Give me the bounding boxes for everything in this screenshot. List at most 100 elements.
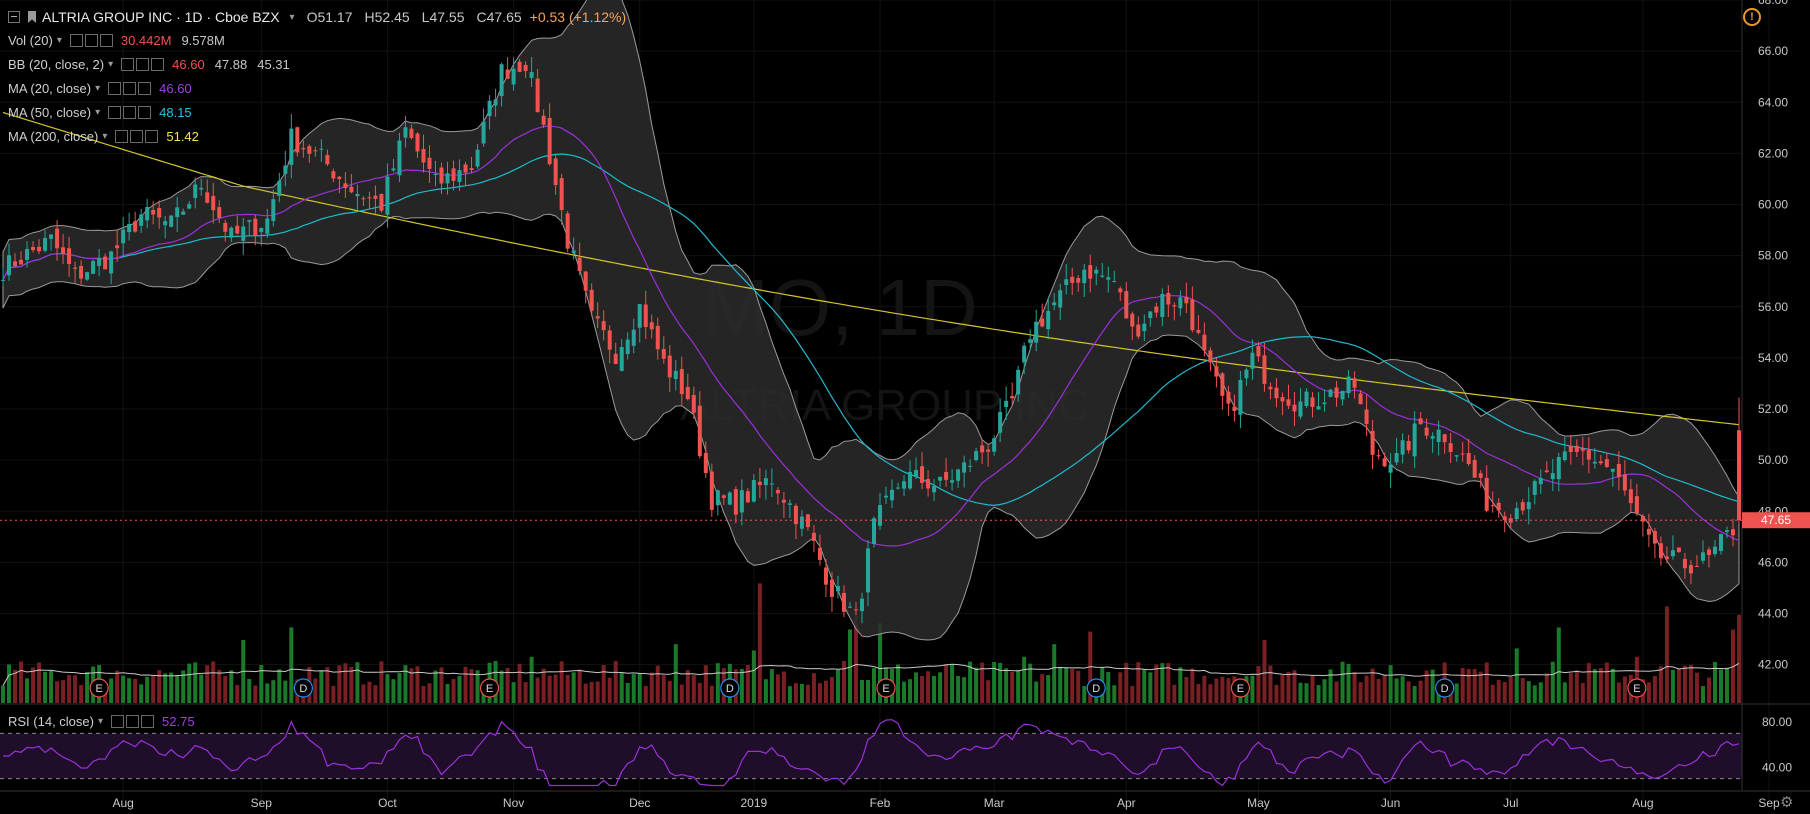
candle-body	[421, 149, 426, 163]
price-axis[interactable]: 42.0044.0046.0048.0050.0052.0054.0056.00…	[1741, 0, 1788, 790]
close-icon[interactable]	[138, 105, 152, 119]
candle-body	[703, 452, 708, 474]
chevron-down-icon[interactable]: ▾	[97, 715, 104, 727]
chevron-down-icon[interactable]: ▾	[102, 130, 108, 142]
candle-body	[451, 168, 456, 181]
close-icon[interactable]	[138, 81, 152, 95]
volume-bar	[85, 671, 90, 703]
candle-body	[1448, 443, 1453, 452]
volume-bar	[1358, 682, 1363, 703]
eye-icon[interactable]	[108, 81, 122, 95]
chevron-down-icon[interactable]: ▾	[95, 106, 101, 118]
gear-icon[interactable]	[123, 81, 137, 95]
candle-body	[835, 585, 840, 592]
time-tick-label: Sep	[1758, 796, 1780, 810]
indicator-value: 45.31	[257, 56, 290, 72]
indicator-ma200[interactable]: MA (200, close) ▾ 51.42	[8, 126, 209, 146]
indicator-buttons[interactable]	[108, 105, 152, 119]
gear-icon[interactable]	[126, 714, 140, 728]
flag-icon[interactable]	[28, 11, 36, 23]
close-icon[interactable]	[141, 714, 155, 728]
candle-body	[1520, 502, 1525, 511]
volume-bar	[1256, 666, 1261, 703]
candle-body	[187, 204, 192, 209]
candle-body	[163, 221, 168, 226]
eye-icon[interactable]	[121, 57, 135, 71]
candle-body	[859, 598, 864, 612]
eye-icon[interactable]	[69, 33, 83, 47]
close-icon[interactable]	[145, 129, 159, 143]
indicator-ma20[interactable]: MA (20, close) ▾ 46.60	[8, 78, 202, 98]
eye-icon[interactable]	[115, 129, 129, 143]
indicator-value: 51.42	[166, 128, 199, 144]
candle-body	[823, 567, 828, 585]
volume-bar	[421, 685, 426, 703]
indicator-buttons[interactable]	[115, 129, 159, 143]
candle-body	[1460, 453, 1465, 455]
volume-bar	[1190, 668, 1195, 703]
volume-bar	[1622, 676, 1627, 703]
candle-body	[211, 195, 216, 211]
indicator-vol[interactable]: Vol (20) ▾ 30.442M 9.578M	[8, 30, 235, 50]
volume-bar	[1262, 640, 1267, 703]
indicator-ma50[interactable]: MA (50, close) ▾ 48.15	[8, 102, 202, 122]
indicator-buttons[interactable]	[108, 81, 152, 95]
volume-bar	[601, 665, 606, 703]
symbol-title[interactable]: ALTRIA GROUP INC · 1D · Cboe BZX	[42, 9, 280, 25]
chevron-down-icon[interactable]: ▾	[56, 34, 62, 46]
candle-body	[1028, 339, 1033, 343]
warning-icon[interactable]: !	[1743, 8, 1761, 26]
candle-body	[902, 481, 907, 489]
eye-icon[interactable]	[108, 105, 122, 119]
price-tick-label: 60.00	[1758, 198, 1788, 212]
volume-bar	[1526, 681, 1531, 703]
candle-body	[199, 187, 204, 190]
indicator-buttons[interactable]	[69, 33, 113, 47]
volume-bar	[331, 685, 336, 703]
candle-body	[259, 228, 264, 233]
volume-bar	[1652, 675, 1657, 703]
volume-bar	[1508, 676, 1513, 703]
close-icon[interactable]	[151, 57, 165, 71]
settings-gear-icon[interactable]: ⚙	[1780, 794, 1794, 811]
gear-icon[interactable]	[123, 105, 137, 119]
volume-bar	[547, 675, 552, 703]
candle-body	[853, 609, 858, 611]
candle-body	[691, 394, 696, 413]
volume-bar	[1604, 662, 1609, 703]
chevron-down-icon[interactable]: ▾	[108, 58, 114, 70]
volume-bar	[1106, 672, 1111, 703]
collapse-icon[interactable]	[8, 11, 20, 23]
volume-bar	[1274, 684, 1279, 703]
time-axis[interactable]: Aug Sep Oct Nov Dec 2019 Feb Mar Apr May Jun Jul Aug…	[0, 790, 1810, 810]
gear-icon[interactable]	[136, 57, 150, 71]
candle-body	[1004, 400, 1009, 408]
close-icon[interactable]	[99, 33, 113, 47]
rsi-pane: 40.00 80.00	[0, 715, 1792, 787]
chevron-down-icon[interactable]: ▾	[95, 82, 101, 94]
candle-body	[1016, 369, 1021, 395]
volume-bar	[253, 685, 258, 703]
indicator-bb[interactable]: BB (20, close, 2) ▾ 46.60 47.88 45.31	[8, 54, 300, 74]
indicator-buttons[interactable]	[111, 714, 155, 728]
gear-icon[interactable]	[130, 129, 144, 143]
volume-bar	[1064, 667, 1069, 703]
chart-header: ALTRIA GROUP INC · 1D · Cboe BZX ▾ O51.1…	[8, 7, 626, 27]
volume-bar	[163, 673, 168, 703]
volume-bar	[589, 681, 594, 703]
volume-bar	[205, 665, 210, 703]
candle-body	[1208, 350, 1213, 363]
rsi-tick-label: 40.00	[1762, 760, 1792, 774]
time-tick-label: Jul	[1503, 796, 1518, 810]
candle-body	[349, 186, 354, 193]
volume-bar	[499, 670, 504, 703]
candle-body	[1592, 461, 1597, 464]
chevron-down-icon[interactable]: ▾	[289, 11, 295, 23]
volume-bar	[926, 671, 931, 703]
indicator-rsi[interactable]: RSI (14, close) ▾ 52.75	[8, 711, 205, 731]
gear-icon[interactable]	[84, 33, 98, 47]
indicator-buttons[interactable]	[121, 57, 165, 71]
eye-icon[interactable]	[111, 714, 125, 728]
